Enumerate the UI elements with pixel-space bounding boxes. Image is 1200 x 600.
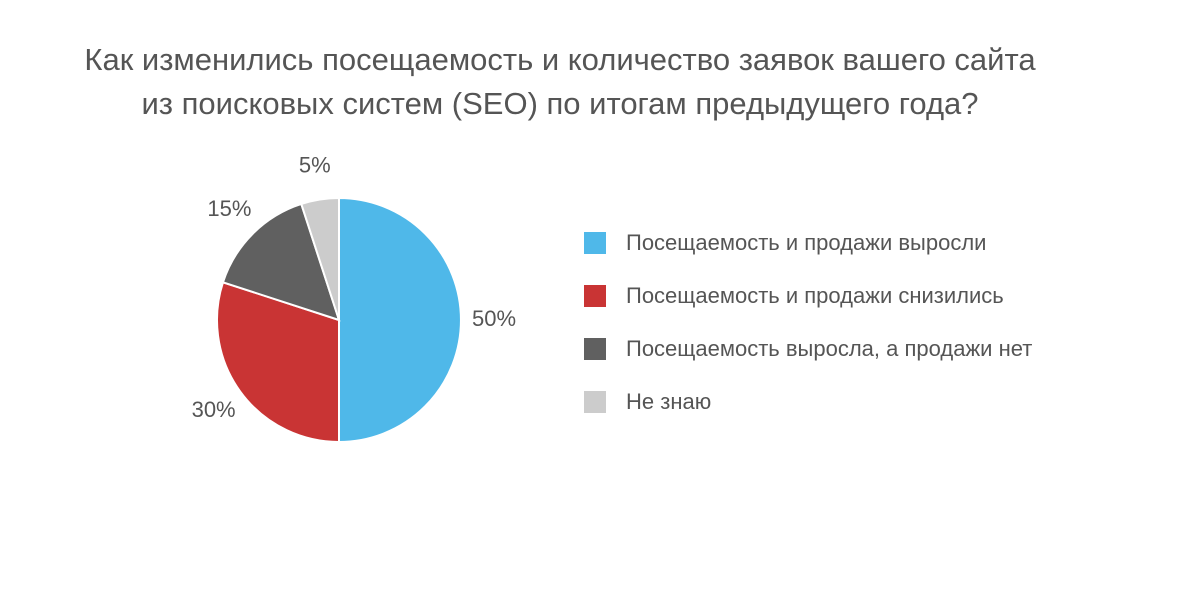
slice-value-label: 15% xyxy=(207,196,251,221)
legend-swatch xyxy=(584,284,606,307)
pie-slices xyxy=(216,196,462,444)
legend-item: Посещаемость и продажи выросли xyxy=(584,216,1032,269)
legend-item: Не знаю xyxy=(584,375,1032,428)
legend-label: Посещаемость и продажи снизились xyxy=(626,282,1004,308)
pie-slice xyxy=(338,196,462,444)
legend-label: Посещаемость и продажи выросли xyxy=(626,229,987,255)
chart-title: Как изменились посещаемость и количество… xyxy=(0,38,1120,126)
pie-slice xyxy=(216,281,340,444)
legend-label: Посещаемость выросла, а продажи нет xyxy=(626,335,1033,361)
legend-swatch xyxy=(584,231,606,254)
chart-title-line-2: из поисковых систем (SEO) по итогам пред… xyxy=(141,86,979,121)
chart-title-line-1: Как изменились посещаемость и количество… xyxy=(84,42,1036,77)
pie-value-labels: 50% 30% 15% 5% xyxy=(192,153,516,422)
legend-item: Посещаемость выросла, а продажи нет xyxy=(584,322,1032,375)
legend-swatch xyxy=(584,390,606,413)
chart-legend: Посещаемость и продажи выросли Посещаемо… xyxy=(584,216,1032,428)
slice-value-label: 50% xyxy=(472,306,516,331)
slice-value-label: 5% xyxy=(299,153,331,178)
pie-slice xyxy=(300,196,340,321)
legend-item: Посещаемость и продажи снизились xyxy=(584,269,1032,322)
legend-swatch xyxy=(584,337,606,360)
slice-value-label: 30% xyxy=(192,397,236,422)
legend-label: Не знаю xyxy=(626,388,712,414)
